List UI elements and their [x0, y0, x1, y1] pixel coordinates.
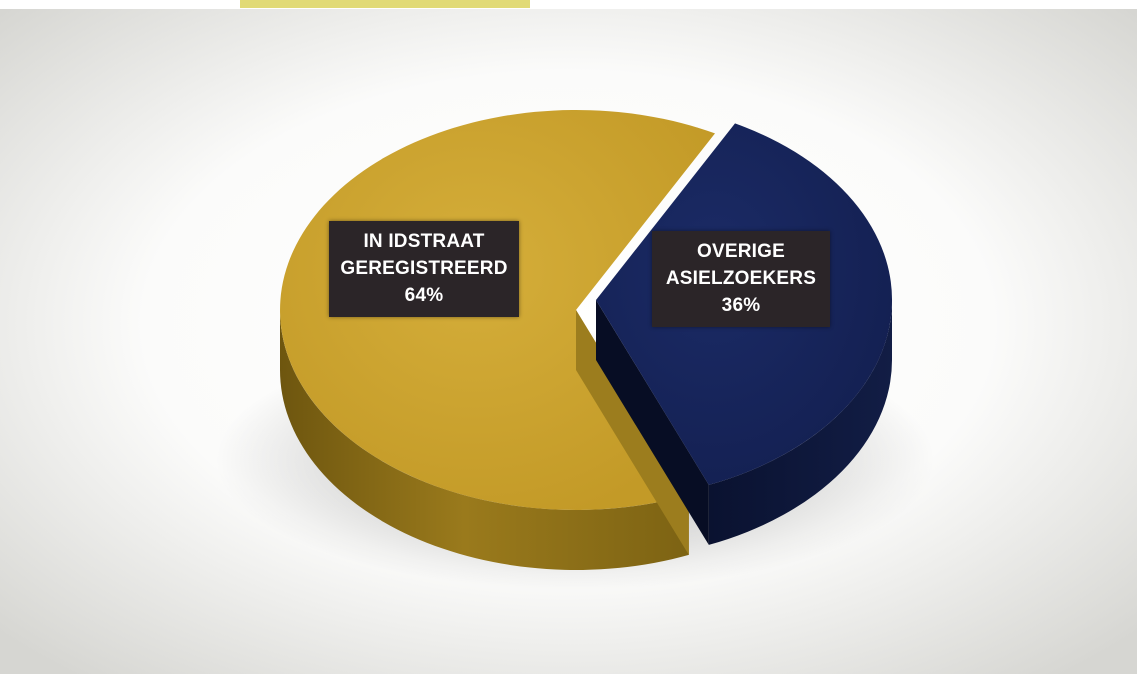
slice-1-cut-face: [596, 300, 709, 545]
top-band: [0, 0, 1137, 9]
data-label-line: OVERIGE: [697, 241, 785, 262]
data-label-line: ASIELZOEKERS: [665, 268, 817, 289]
data-label-slice-0: IN IDSTRAAT GEREGISTREERD 64%: [329, 221, 519, 317]
data-label-line: GEREGISTREERD: [340, 258, 508, 279]
data-label-line: IN IDSTRAAT: [363, 231, 485, 252]
top-accent: [240, 0, 530, 8]
data-label-slice-1: OVERIGE ASIELZOEKERS 36%: [652, 231, 830, 327]
slice-1-side: [708, 300, 892, 545]
slice-0-side: [280, 310, 689, 570]
data-label-percent: 64%: [404, 285, 444, 306]
data-label-percent: 36%: [721, 295, 761, 316]
